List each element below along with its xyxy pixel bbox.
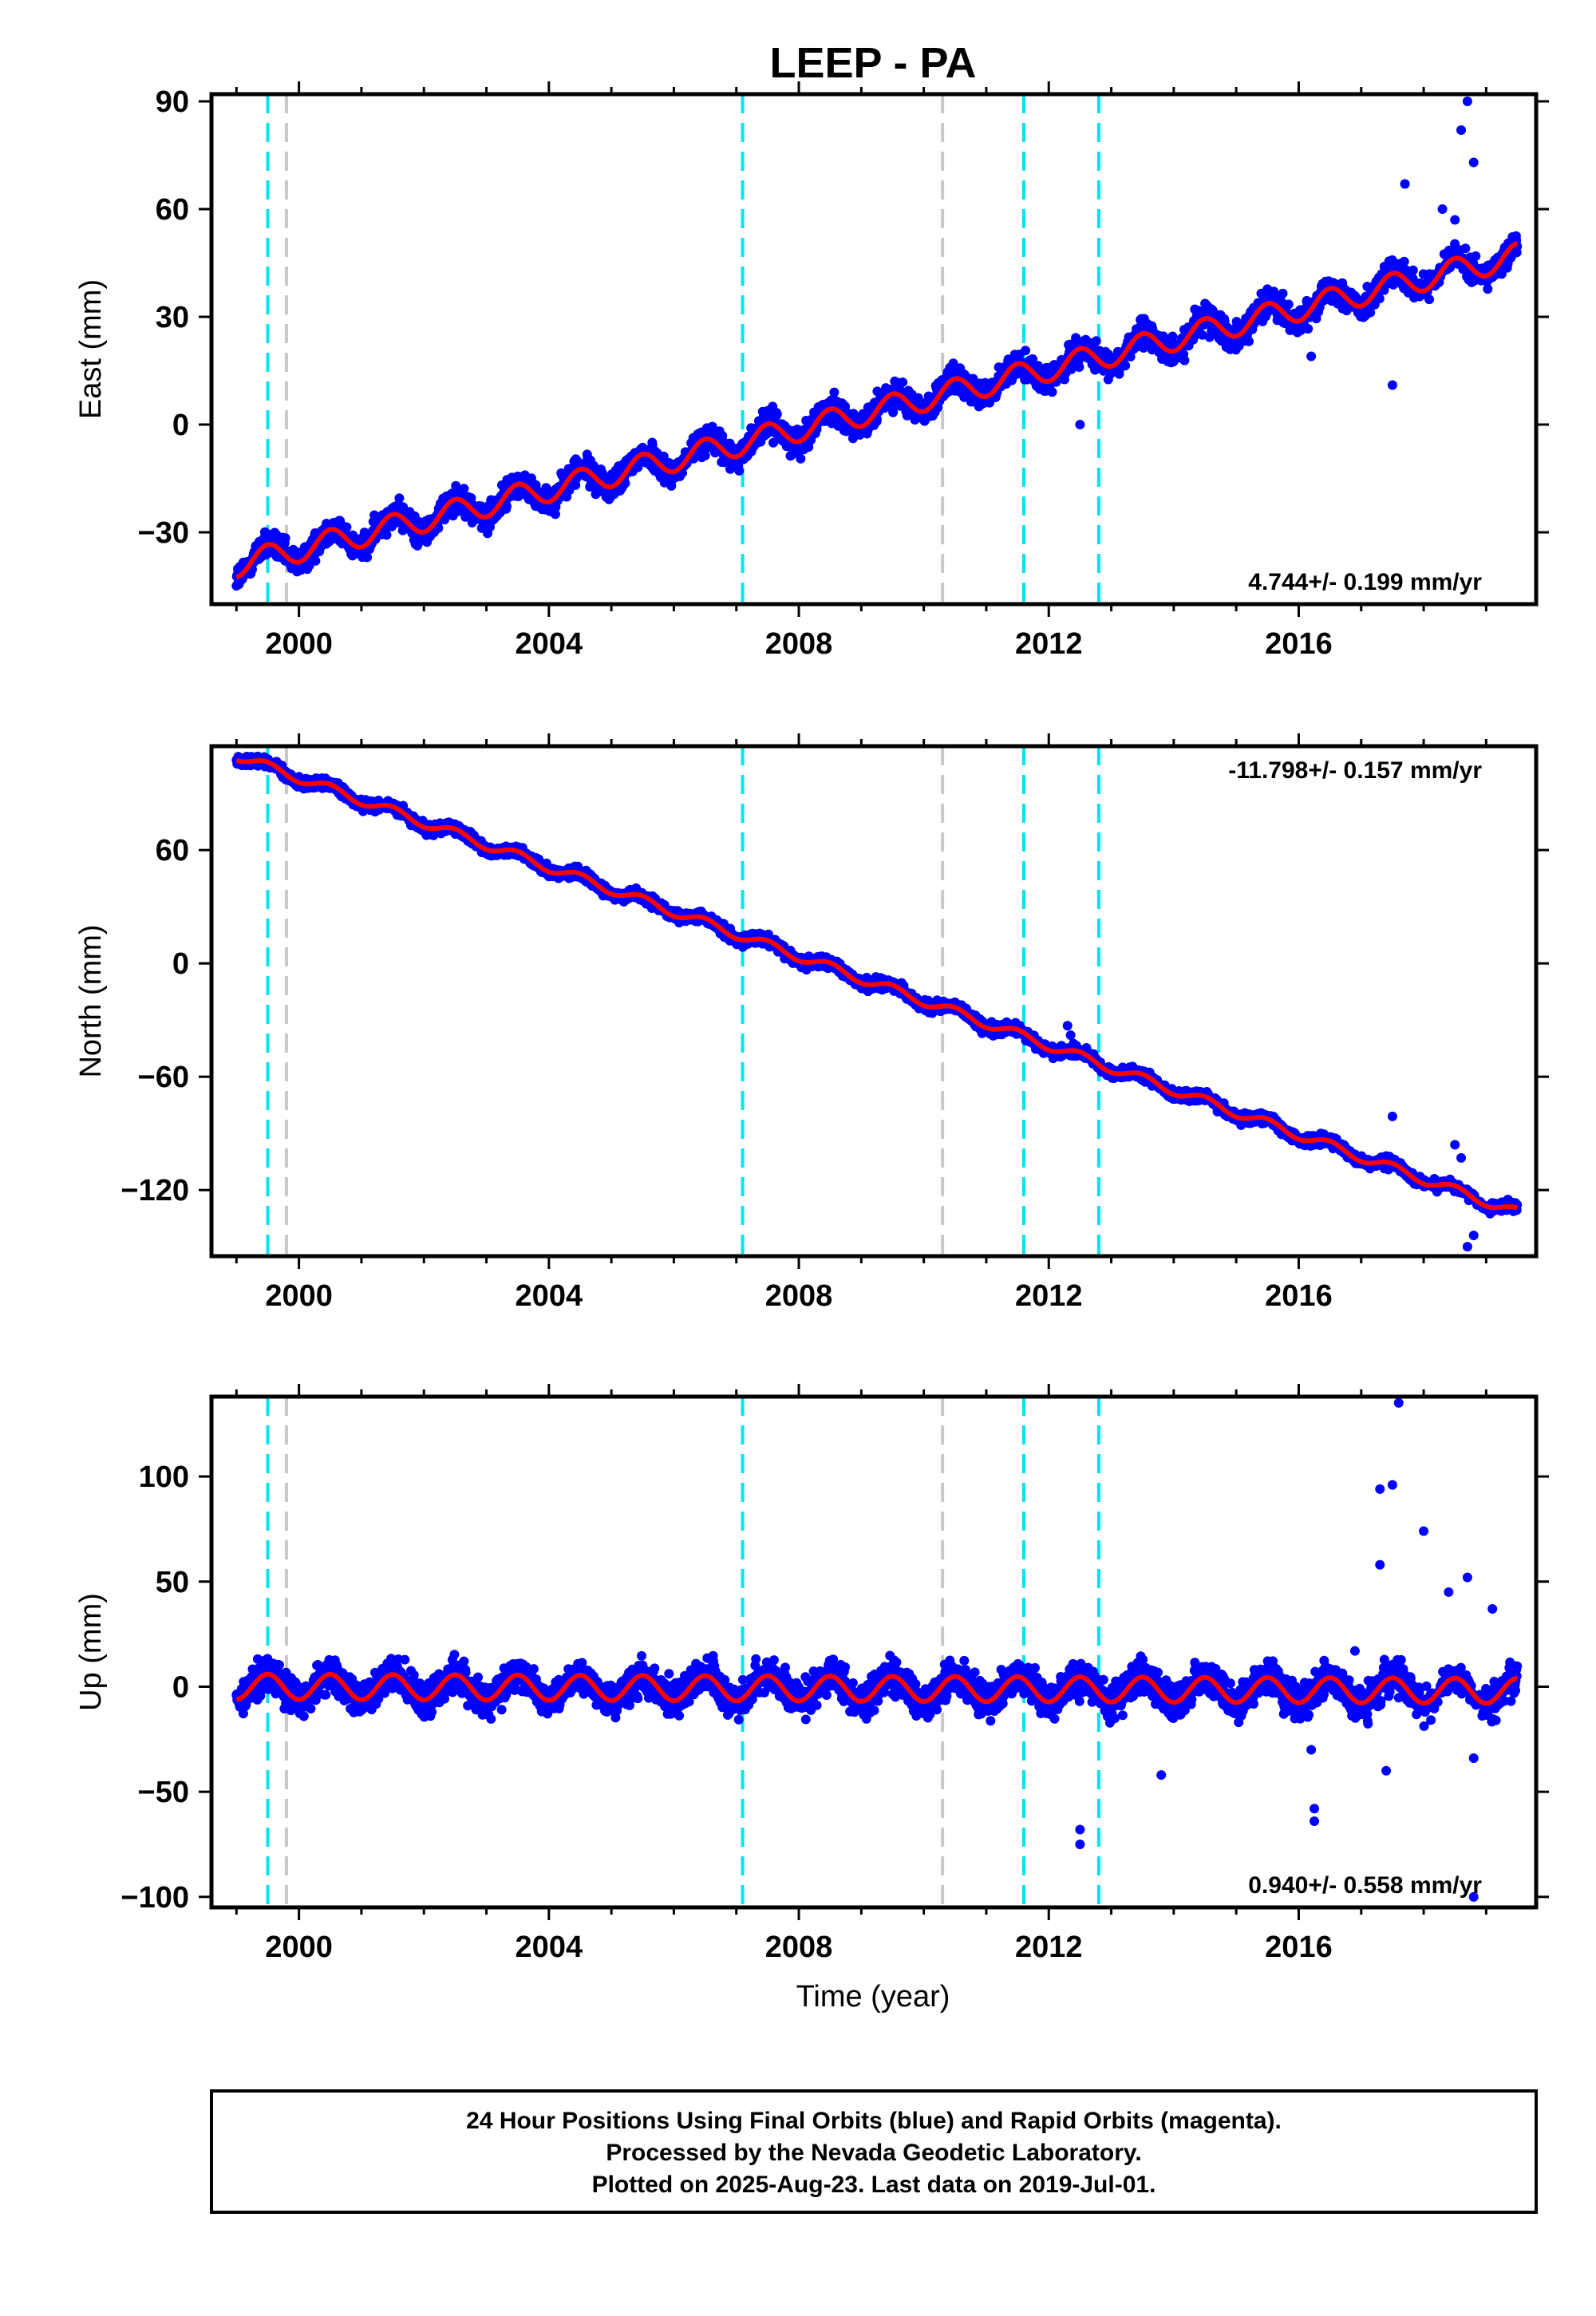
data-point [1167, 331, 1178, 342]
data-point [734, 465, 745, 476]
east-panel: 2000 2004 2008 2012 2016 −30 0 30 60 90 East (mm) 4… [74, 81, 1549, 661]
data-point [381, 530, 392, 540]
outlier-point [1075, 420, 1085, 429]
data-point [280, 533, 290, 543]
plot-area [231, 746, 1523, 1256]
y-tick-label: 60 [156, 193, 189, 227]
data-point [898, 377, 908, 387]
x-tick-label: 2000 [265, 627, 333, 661]
outlier-point [1468, 157, 1479, 168]
data-point [1047, 387, 1057, 397]
data-point [362, 552, 373, 563]
data-point [1278, 288, 1288, 298]
figure-title: LEEP - PA [769, 39, 976, 87]
outlier-point [1450, 215, 1460, 225]
data-point [1244, 336, 1254, 346]
data-point [829, 387, 839, 397]
data-point [1408, 265, 1418, 275]
data-point [1483, 284, 1493, 294]
y-tick-label: 90 [156, 85, 189, 119]
data-point [772, 409, 782, 419]
y-tick-label: 30 [156, 301, 189, 334]
data-point [1424, 294, 1434, 305]
data-point [1471, 251, 1481, 261]
data-point [1496, 269, 1507, 279]
data-point [310, 555, 321, 566]
outlier-point [1387, 380, 1397, 390]
x-tick-label: 2004 [516, 627, 583, 661]
data-point [394, 493, 405, 504]
outlier-point [1456, 125, 1467, 135]
data-point [433, 523, 444, 533]
data-point [1450, 239, 1460, 249]
data-point [1179, 355, 1190, 366]
outlier-point [1437, 204, 1448, 214]
data-point [700, 450, 710, 460]
data-point [1374, 294, 1385, 304]
data-point [550, 509, 560, 520]
data-point [1021, 346, 1030, 356]
data-point [502, 501, 512, 512]
model-fit-line [235, 240, 1519, 580]
final-orbit-points [231, 97, 1523, 591]
x-tick-label: 2016 [1265, 627, 1333, 661]
data-point [1197, 330, 1207, 340]
data-point [796, 453, 806, 464]
y-tick-label: −30 [138, 516, 189, 550]
data-point [1091, 336, 1101, 346]
data-point [1303, 324, 1314, 334]
y-axis-label: East (mm) [74, 279, 108, 419]
data-point [888, 407, 899, 417]
x-tick-label: 2012 [1015, 627, 1083, 661]
x-tick-label: 2008 [765, 627, 833, 661]
outlier-point [1306, 351, 1317, 362]
rate-label: 4.744+/- 0.199 mm/yr [1248, 569, 1482, 595]
data-point [1365, 307, 1376, 318]
outlier-point [1462, 97, 1472, 106]
data-point [1283, 299, 1294, 310]
data-point [1399, 256, 1409, 267]
data-point [1074, 362, 1084, 372]
data-point [459, 484, 469, 494]
outlier-point [1400, 179, 1410, 189]
data-point [1120, 361, 1131, 371]
y-tick-label: 0 [172, 409, 189, 442]
plot-area [231, 94, 1523, 604]
data-point [1460, 243, 1471, 254]
data-point [342, 522, 352, 532]
data-point [620, 478, 630, 488]
plot-frame [209, 92, 1539, 607]
